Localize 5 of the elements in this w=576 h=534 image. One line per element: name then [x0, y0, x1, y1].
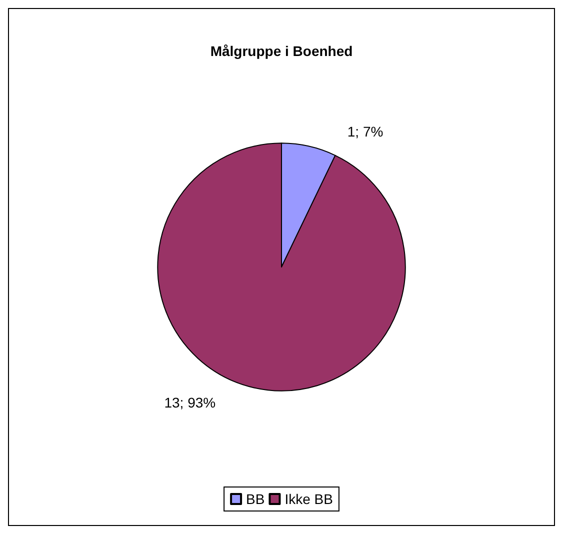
legend-label: BB: [246, 491, 265, 507]
chart-title: Målgruppe i Boenhed: [210, 43, 353, 59]
data-label: 13; 93%: [164, 394, 216, 410]
legend-label: Ikke BB: [284, 491, 333, 507]
data-label: 1; 7%: [347, 124, 384, 140]
